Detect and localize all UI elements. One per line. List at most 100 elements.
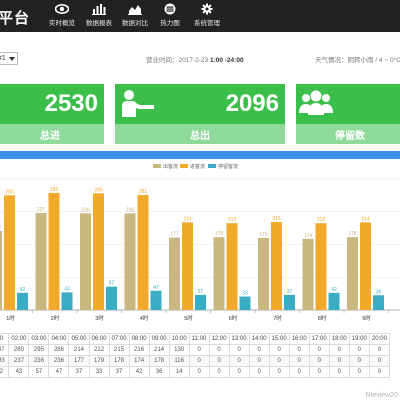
table-cell: 0	[208, 366, 230, 378]
table-cell: 0	[308, 355, 330, 367]
table-cell: 0	[288, 344, 310, 356]
hourly-table: 0002:0003:0004:0005:0006:0007:0008:0009:…	[0, 333, 391, 378]
table-header-cell: 19:00	[348, 333, 370, 345]
table-cell: 0	[348, 344, 370, 356]
nav-system-admin[interactable]: 系统管理	[185, 3, 229, 31]
bar	[106, 286, 117, 310]
table-cell: 212	[88, 344, 110, 356]
bar-value-label: 178	[215, 231, 224, 237]
table-cell: 0	[328, 366, 350, 378]
bar-value-label: 47	[153, 285, 159, 291]
table-cell: 33	[88, 366, 110, 378]
table-cell: 0	[348, 366, 370, 378]
table-cell: 0	[368, 344, 391, 356]
legend-swatch[interactable]	[153, 164, 161, 168]
device-select-value: #1	[0, 55, 6, 62]
bar	[182, 222, 193, 310]
bar	[4, 195, 15, 310]
table-cell: 0	[208, 344, 230, 356]
area-chart-icon	[128, 5, 142, 15]
table-cell: 0	[308, 366, 330, 378]
table-cell: 37	[108, 366, 130, 378]
bar-value-label: 215	[272, 216, 281, 222]
table-cell: 14	[168, 366, 190, 378]
table-cell: 178	[108, 355, 130, 367]
card-value: 2530	[44, 90, 98, 117]
table-cell: 47	[48, 366, 70, 378]
bar	[328, 292, 340, 310]
bar-value-label: 33	[242, 290, 248, 296]
x-tick-label: 1时	[6, 314, 15, 322]
table-cell: 216	[128, 344, 150, 356]
table-cell: 179	[88, 355, 110, 367]
table-cell: 0	[188, 355, 210, 367]
section-strip	[0, 151, 400, 159]
bar	[17, 292, 28, 310]
table-header-cell: 20:00	[368, 333, 391, 345]
device-select[interactable]: #1	[0, 52, 18, 65]
bar-chart-icon	[92, 4, 106, 15]
nav-data-report[interactable]: 数据报表	[77, 3, 121, 31]
table-cell: 36	[148, 366, 170, 378]
table-header-cell: 11:00	[188, 333, 210, 345]
nav-label: 数据对比	[122, 20, 148, 27]
bar-value-label: 236	[126, 207, 135, 213]
table-header-row: 0002:0003:0004:0005:0006:0007:0008:0009:…	[0, 333, 391, 345]
bar	[239, 296, 251, 310]
bar-value-label: 212	[228, 217, 237, 223]
brand-title: 平台	[0, 10, 31, 27]
bar	[258, 237, 269, 310]
table-header-cell: 07:00	[108, 333, 130, 345]
table-cell: 0	[188, 366, 210, 378]
table-cell: 0	[188, 344, 210, 356]
table-cell: 174	[128, 355, 150, 367]
table-header-cell: 13:00	[228, 333, 250, 345]
x-tick-label: 3时	[95, 314, 104, 322]
bar	[226, 223, 238, 310]
table-cell: 0	[348, 355, 370, 367]
table-header-cell: 00	[0, 333, 10, 345]
group-icon	[299, 90, 333, 115]
table-header-cell: 04:00	[48, 333, 70, 345]
person-exit-icon	[122, 90, 154, 117]
table-header-cell: 02:00	[8, 333, 30, 345]
table-cell: 0	[328, 344, 350, 356]
bar-value-label: 37	[198, 289, 204, 295]
bar-value-label: 42	[20, 287, 26, 293]
bar	[150, 290, 162, 310]
legend-swatch[interactable]	[208, 164, 216, 168]
table-cell: 43	[8, 366, 30, 378]
x-tick-label: 8时	[318, 314, 327, 322]
bar-value-label: 236	[81, 207, 90, 213]
table-cell: 214	[68, 344, 90, 356]
table-header-cell: 17:00	[308, 333, 330, 345]
table-cell: 0	[208, 355, 230, 367]
card-total-out: 2096 总出	[115, 84, 285, 144]
hourly-flow-chart: 出客流 进客流 停留客流 193 280 42 1时 237 286 43 2时 236 285 57 3时…	[0, 163, 400, 322]
table-header-cell: 08:00	[128, 333, 150, 345]
weather-info: 天气情况：阴转小雨 / 4 ~ 0°C	[315, 57, 400, 64]
table-cell: 193	[0, 355, 10, 367]
bar	[271, 221, 282, 310]
nav-heatmap[interactable]: 热力图	[148, 3, 192, 31]
bar-value-label: 214	[183, 216, 192, 222]
bar-value-label: 212	[317, 217, 326, 223]
bar	[61, 292, 73, 310]
bar-value-label: 37	[287, 289, 293, 295]
table-cell: 0	[328, 355, 350, 367]
circle-lines-icon	[164, 3, 176, 15]
table-cell: 0	[248, 355, 270, 367]
card-label: 停留数	[335, 131, 365, 142]
bar	[315, 223, 327, 310]
card-label: 总进	[40, 131, 60, 142]
x-tick-label: 4时	[140, 314, 149, 322]
nav-data-compare[interactable]: 数据对比	[113, 3, 157, 31]
bar	[302, 238, 314, 310]
nav-realtime-overview[interactable]: 实时概览	[40, 3, 84, 31]
legend-swatch[interactable]	[180, 164, 188, 168]
bar	[195, 294, 206, 310]
table-cell: 37	[68, 366, 90, 378]
x-tick-label: 6时	[229, 314, 238, 322]
bar-value-label: 178	[348, 231, 357, 237]
table-cell: 0	[268, 355, 290, 367]
